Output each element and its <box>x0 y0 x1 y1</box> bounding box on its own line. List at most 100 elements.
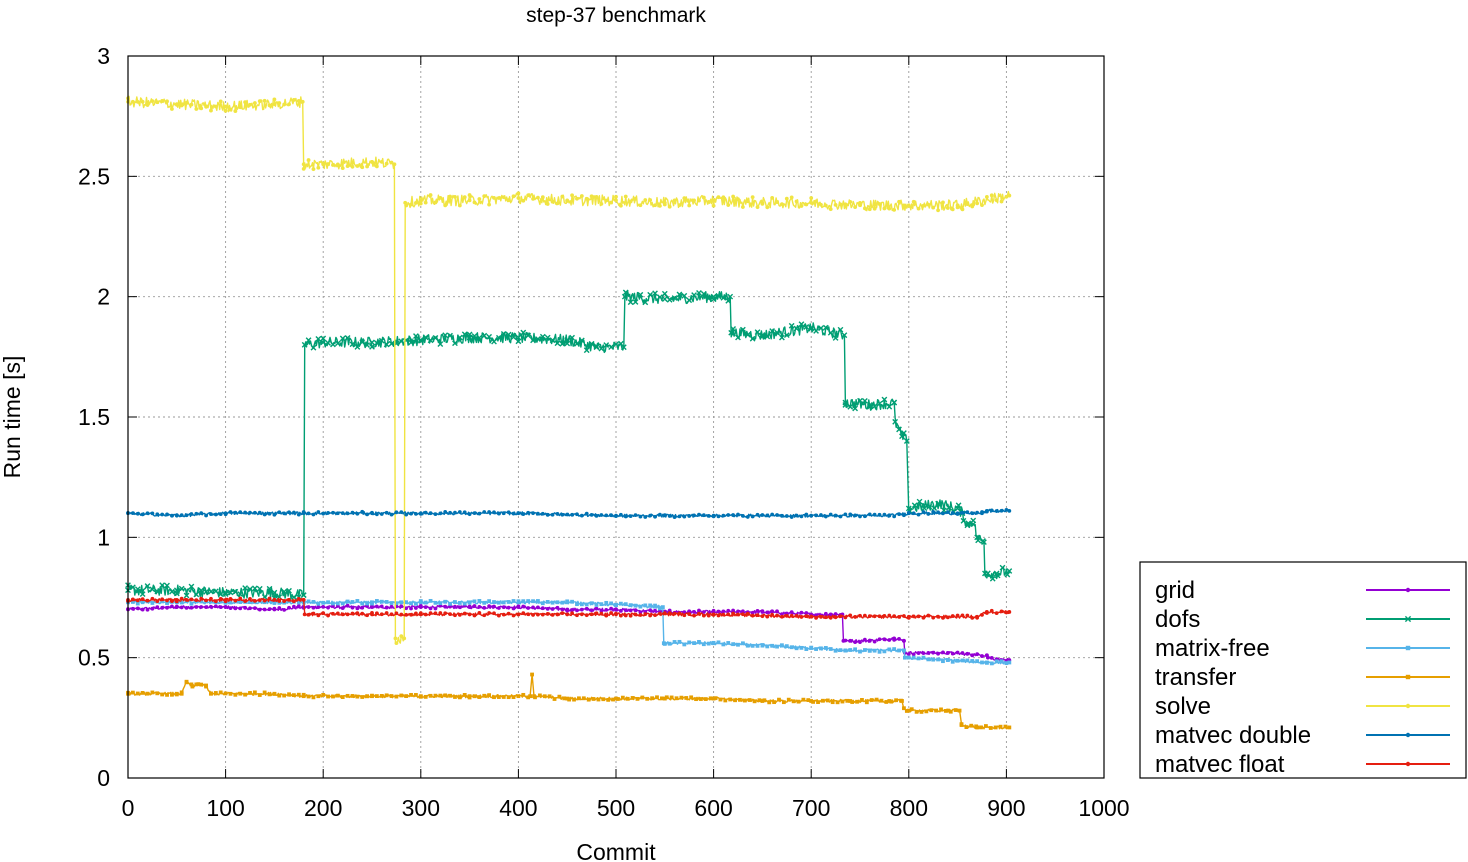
point-solve <box>911 199 916 204</box>
point-dofs <box>647 291 654 298</box>
legend-marker-transfer <box>1405 674 1411 680</box>
point-solve <box>843 202 848 207</box>
point-matrix-free <box>472 599 477 604</box>
point-matvec-float <box>448 612 452 617</box>
point-dofs <box>759 333 766 340</box>
point-matvec-double <box>545 512 550 517</box>
point-dofs <box>710 293 717 300</box>
point-solve <box>487 202 492 207</box>
point-solve <box>677 203 682 208</box>
point-solve <box>402 636 407 641</box>
point-matrix-free <box>833 648 838 653</box>
point-grid <box>897 637 901 641</box>
point-matvec-double <box>653 514 657 519</box>
point-matvec-double <box>321 511 326 516</box>
point-solve <box>243 100 248 105</box>
point-matvec-float <box>487 611 492 615</box>
point-matvec-double <box>701 513 706 518</box>
point-matvec-float <box>643 612 648 617</box>
point-transfer <box>611 697 615 702</box>
point-dofs <box>554 340 561 347</box>
point-dofs <box>520 329 527 336</box>
point-transfer <box>975 725 980 730</box>
point-matvec-double <box>233 510 238 515</box>
point-transfer <box>694 697 698 702</box>
point-matvec-double <box>882 512 887 517</box>
point-transfer <box>492 695 496 700</box>
point-matrix-free <box>770 643 775 648</box>
point-grid <box>257 607 262 612</box>
point-matvec-float <box>379 612 384 617</box>
point-grid <box>418 605 423 610</box>
point-grid <box>404 606 409 611</box>
point-matrix-free <box>418 600 423 605</box>
x-tick-label: 500 <box>597 795 635 821</box>
point-grid <box>296 604 301 609</box>
point-matrix-free <box>379 599 384 604</box>
point-dofs <box>476 334 483 341</box>
point-matvec-double <box>267 511 272 516</box>
point-dofs <box>447 332 453 339</box>
point-transfer <box>135 691 140 696</box>
point-solve <box>252 101 257 105</box>
legend-marker-matrix-free <box>1405 645 1411 651</box>
point-matvec-double <box>204 513 208 518</box>
point-solve <box>472 200 477 205</box>
point-matvec-float <box>257 598 262 603</box>
point-transfer <box>964 725 969 730</box>
point-dofs <box>398 338 405 345</box>
point-solve <box>506 198 511 203</box>
point-dofs <box>993 570 1000 577</box>
point-dofs <box>970 517 977 524</box>
point-solve <box>457 203 462 208</box>
point-transfer <box>945 708 950 713</box>
point-matvec-float <box>862 613 867 618</box>
point-transfer <box>934 708 939 713</box>
point-matvec-float <box>916 614 921 619</box>
point-matvec-float <box>453 613 457 618</box>
point-matvec-float <box>404 612 409 617</box>
point-transfer <box>953 708 958 712</box>
point-solve <box>614 194 618 199</box>
point-matrix-free <box>887 647 892 652</box>
point-matvec-double <box>745 515 750 519</box>
legend-marker-solve <box>1405 703 1411 709</box>
point-dofs <box>212 588 219 595</box>
point-matvec-double <box>248 510 252 515</box>
point-matrix-free <box>989 661 994 666</box>
point-grid <box>550 607 555 611</box>
point-matrix-free <box>819 646 823 651</box>
point-dofs <box>720 294 727 301</box>
point-dofs <box>903 438 910 444</box>
point-matvec-float <box>477 611 482 615</box>
point-matvec-float <box>672 611 677 616</box>
point-matvec-double <box>477 511 482 516</box>
point-solve <box>897 199 901 204</box>
point-solve <box>392 162 397 167</box>
point-grid <box>716 609 721 614</box>
point-matvec-float <box>277 599 282 603</box>
markers-solve <box>126 96 1012 646</box>
point-matvec-float <box>492 611 496 616</box>
point-transfer <box>345 693 350 698</box>
point-matrix-free <box>970 659 975 663</box>
point-dofs <box>417 337 424 343</box>
point-matvec-double <box>443 509 448 514</box>
series-matvec-float <box>126 596 1012 620</box>
point-solve <box>306 158 311 162</box>
point-transfer <box>204 684 208 689</box>
point-transfer <box>781 700 786 705</box>
point-matvec-double <box>677 514 682 519</box>
point-transfer <box>516 694 521 699</box>
point-dofs <box>129 584 136 591</box>
point-matvec-float <box>823 615 828 620</box>
point-matrix-free <box>399 600 404 605</box>
point-solve <box>204 104 208 109</box>
point-transfer <box>194 682 199 687</box>
point-matrix-free <box>789 645 794 650</box>
point-transfer <box>713 696 718 701</box>
point-solve <box>262 98 267 103</box>
point-matvec-double <box>931 509 936 514</box>
point-dofs <box>388 340 395 347</box>
